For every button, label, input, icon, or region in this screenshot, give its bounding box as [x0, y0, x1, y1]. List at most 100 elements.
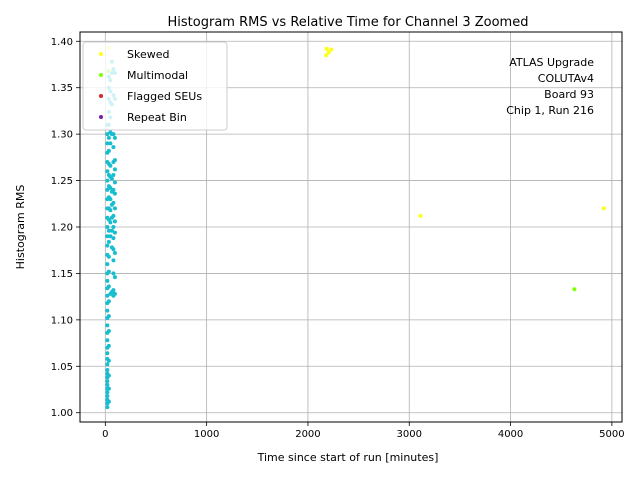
- y-tick-label: 1.40: [51, 37, 73, 48]
- data-point: [112, 167, 117, 172]
- data-point: [106, 314, 111, 319]
- data-point: [108, 197, 113, 202]
- data-point: [106, 399, 111, 404]
- data-point: [111, 145, 116, 150]
- data-point: [106, 254, 111, 259]
- data-point: [108, 234, 113, 239]
- data-point: [105, 243, 110, 248]
- data-point: [112, 206, 117, 211]
- data-point: [111, 258, 116, 263]
- data-point: [105, 187, 110, 192]
- data-point: [111, 225, 116, 229]
- y-tick-label: 1.20: [51, 223, 73, 234]
- legend-marker: [99, 94, 103, 98]
- annotation-line-1: ATLAS Upgrade: [509, 56, 594, 69]
- data-point: [105, 405, 110, 410]
- data-point: [111, 288, 116, 293]
- legend-marker: [99, 115, 103, 119]
- data-point: [105, 362, 110, 367]
- data-point: [112, 251, 117, 255]
- data-point: [329, 47, 334, 52]
- data-point: [111, 236, 116, 241]
- y-tick-label: 1.25: [51, 176, 73, 187]
- data-point: [105, 394, 110, 398]
- data-point: [106, 329, 111, 333]
- data-point: [106, 373, 111, 378]
- data-point: [111, 173, 116, 177]
- legend-label: Skewed: [127, 48, 169, 61]
- data-point: [105, 262, 110, 267]
- data-point: [112, 135, 117, 140]
- data-point: [112, 158, 117, 163]
- data-point: [105, 338, 110, 343]
- x-tick-label: 5000: [599, 429, 624, 440]
- data-point: [105, 141, 110, 146]
- data-point: [112, 291, 117, 296]
- y-tick-label: 1.30: [51, 130, 73, 141]
- data-point: [112, 219, 117, 224]
- data-point: [109, 176, 114, 181]
- data-point: [105, 308, 110, 313]
- x-tick-label: 0: [102, 429, 108, 440]
- grid: [80, 32, 622, 422]
- y-tick-label: 1.05: [51, 362, 73, 373]
- legend-label: Multimodal: [127, 69, 188, 82]
- data-point: [106, 135, 111, 140]
- data-point: [105, 293, 110, 298]
- data-point: [105, 390, 110, 395]
- data-point: [106, 148, 111, 153]
- data-point: [112, 230, 117, 235]
- y-tick-label: 1.35: [51, 83, 73, 94]
- x-tick-label: 3000: [397, 429, 422, 440]
- data-point: [108, 163, 113, 168]
- data-point: [111, 132, 116, 137]
- x-tick-label: 4000: [498, 429, 523, 440]
- legend-marker: [99, 52, 103, 56]
- legend-box: [82, 41, 228, 131]
- legend: Skewed Multimodal Flagged SEUs Repeat Bin: [82, 41, 228, 131]
- y-axis-label: Histogram RMS: [14, 185, 27, 270]
- x-tick-label: 1000: [194, 429, 219, 440]
- data-point: [108, 220, 113, 225]
- data-point: [112, 180, 117, 185]
- data-point: [105, 323, 110, 328]
- data-point: [105, 382, 110, 387]
- y-tick-label: 1.10: [51, 315, 73, 326]
- x-axis-label: Time since start of run [minutes]: [257, 451, 439, 464]
- data-point: [111, 271, 116, 276]
- annotation-line-2: COLUTAv4: [538, 72, 594, 85]
- data-point: [112, 275, 117, 280]
- y-tick-label: 1.15: [51, 269, 73, 280]
- data-point: [108, 141, 113, 146]
- data-point: [108, 208, 113, 213]
- data-point: [105, 234, 110, 239]
- data-point: [105, 132, 110, 137]
- data-point: [106, 269, 111, 274]
- data-point: [106, 358, 111, 363]
- data-point: [326, 50, 331, 55]
- data-point: [108, 186, 113, 190]
- annotation-line-4: Chip 1, Run 216: [506, 104, 594, 117]
- data-point: [112, 191, 117, 196]
- data-point: [106, 239, 111, 244]
- data-point: [109, 228, 114, 233]
- data-point: [111, 247, 116, 252]
- legend-label: Repeat Bin: [127, 111, 187, 124]
- data-point: [111, 213, 116, 218]
- data-point: [572, 287, 577, 292]
- data-point: [106, 228, 111, 233]
- data-point: [418, 213, 423, 218]
- legend-label: Flagged SEUs: [127, 90, 202, 103]
- data-point: [111, 187, 116, 192]
- annotation-line-3: Board 93: [544, 88, 594, 101]
- data-point: [105, 178, 110, 183]
- data-point: [324, 53, 329, 58]
- data-point: [106, 386, 111, 391]
- data-point: [105, 368, 110, 372]
- legend-marker: [99, 73, 103, 77]
- data-point: [105, 351, 110, 356]
- data-point: [106, 343, 111, 348]
- run-annotation: ATLAS Upgrade COLUTAv4 Board 93 Chip 1, …: [506, 56, 594, 117]
- data-point: [324, 46, 329, 51]
